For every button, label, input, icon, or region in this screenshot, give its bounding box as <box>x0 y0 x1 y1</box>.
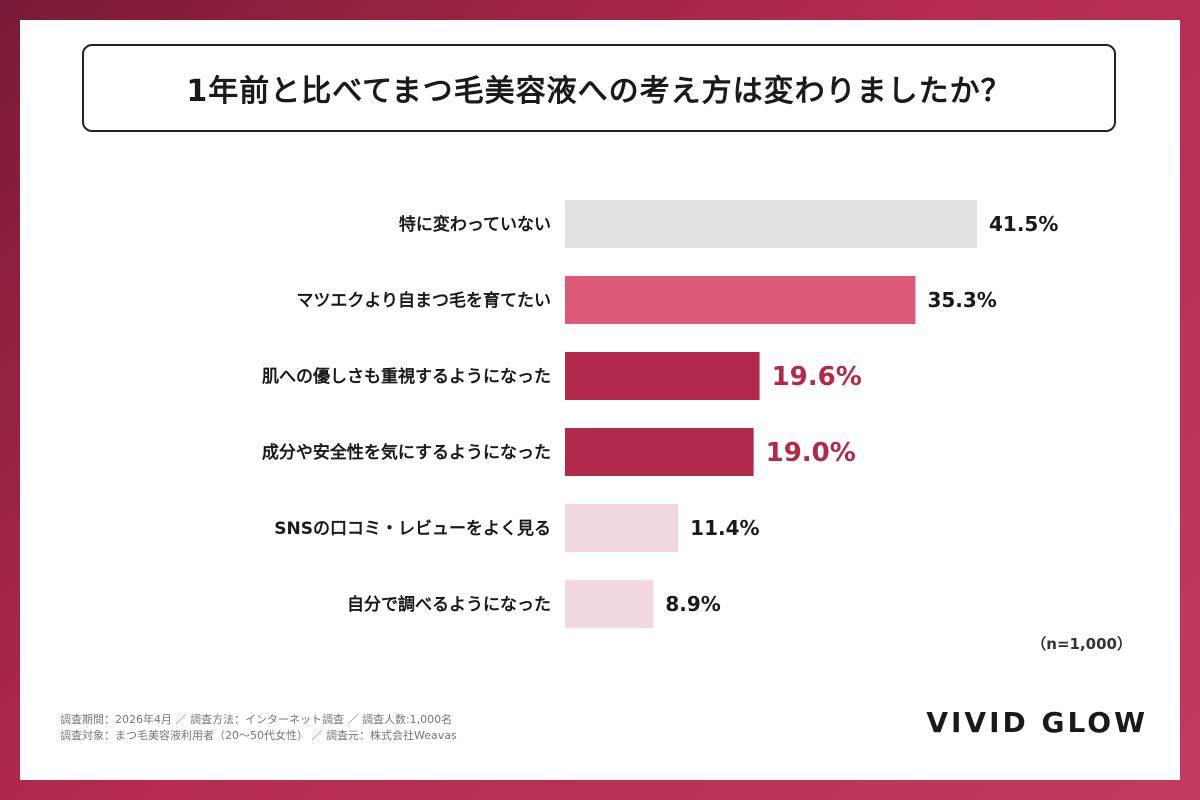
chart-card: 1年前と比べてまつ毛美容液への考え方は変わりましたか？ 特に変わっていない 41.… <box>20 20 1180 780</box>
category-label: SNSの口コミ・レビューをよく見る <box>274 519 551 539</box>
brand-logo: VIVID GLOW <box>926 706 1148 739</box>
category-label: マツエクより自まつ毛を育てたい <box>296 290 551 311</box>
footnote: 調査期間：2026年4月 ／ 調査方法：インターネット調査 ／ 調査人数:1,0… <box>60 712 457 744</box>
footnote-line-2: 調査対象：まつ毛美容液利用者（20〜50代女性） ／ 調査元：株式会社Weava… <box>60 729 457 742</box>
bar <box>565 580 654 628</box>
bar-chart: 特に変わっていない 41.5% マツエクより自まつ毛を育てたい 35.3% 肌への優しさ… <box>262 200 1058 628</box>
bar <box>565 428 754 476</box>
value-label: 19.6% <box>772 362 862 392</box>
value-label: 41.5% <box>989 212 1058 236</box>
category-label: 自分で調べるようになった <box>347 594 551 615</box>
value-label: 11.4% <box>690 516 759 540</box>
footnote-line-1: 調査期間：2026年4月 ／ 調査方法：インターネット調査 ／ 調査人数:1,0… <box>60 713 453 726</box>
category-label: 成分や安全性を気にするようになった <box>262 442 551 463</box>
bar <box>565 200 977 248</box>
chart-title: 1年前と比べてまつ毛美容液への考え方は変わりましたか？ <box>186 74 1012 109</box>
value-label: 35.3% <box>927 288 996 312</box>
bar <box>565 276 916 324</box>
value-label: 8.9% <box>665 592 720 616</box>
bar <box>565 504 679 552</box>
title-box: 1年前と比べてまつ毛美容液への考え方は変わりましたか？ <box>82 44 1116 132</box>
bar <box>565 352 760 400</box>
sample-size: （n=1,000） <box>1031 635 1132 653</box>
category-label: 特に変わっていない <box>399 214 551 235</box>
category-label: 肌への優しさも重視するようになった <box>262 366 551 387</box>
value-label: 19.0% <box>766 438 856 468</box>
